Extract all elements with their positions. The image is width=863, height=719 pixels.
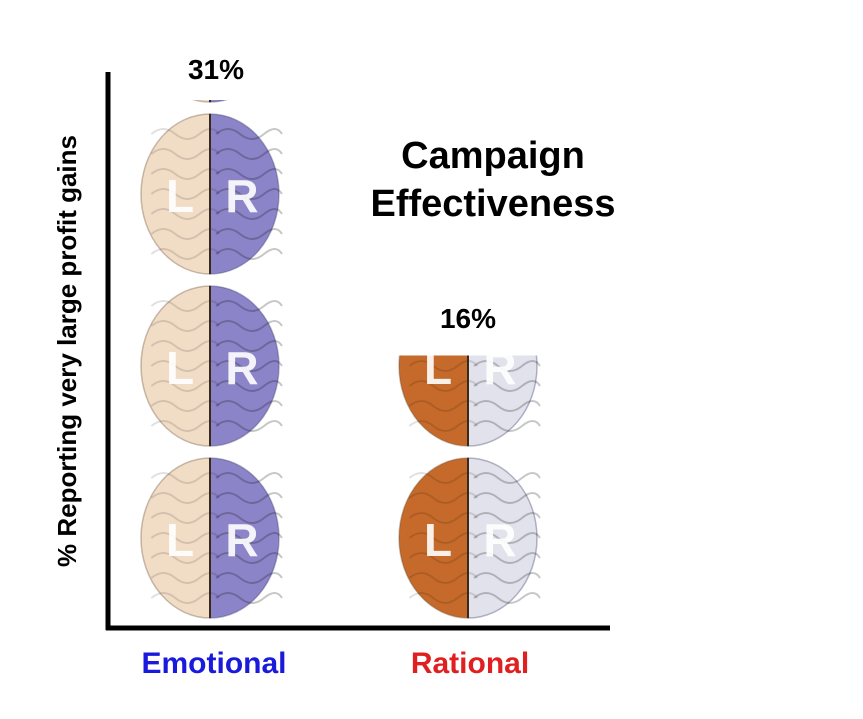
gyri-texture [473,472,541,484]
gyri-texture [215,512,283,524]
gyri-texture [215,360,283,372]
gyri-texture [215,248,283,260]
left-hemisphere [140,457,211,619]
bars-group: L RL RL RL RL RL R [140,0,541,619]
gyri-texture [473,552,541,564]
left-hemisphere-label: L [166,514,194,566]
gyri-texture [215,320,283,332]
right-hemisphere [209,113,280,275]
bar-rational: L RL R [398,341,541,619]
right-hemisphere-label: R [483,342,516,394]
gyri-texture [473,360,541,372]
gyri-texture [215,420,283,432]
gyri-texture [215,592,283,604]
right-hemisphere [209,100,228,103]
gyri-texture [215,340,283,352]
left-hemisphere [140,113,211,275]
left-hemisphere [398,457,469,619]
y-axis-label: % Reporting very large profit gains [52,135,82,567]
gyri-texture [473,512,541,524]
gyri-texture [474,341,540,351]
category-label-emotional: Emotional [141,647,286,680]
gyri-texture [151,37,219,47]
gyri-texture [215,380,283,392]
left-hemisphere-label: L [166,342,194,394]
left-hemisphere [192,100,211,103]
gyri-texture [216,37,282,47]
gyri-texture [216,17,282,27]
gyri-texture [215,168,283,180]
bar-emotional: L RL RL RL R [140,0,283,619]
gyri-texture [216,0,282,7]
gyri-texture [473,532,541,544]
gyri-texture [409,341,477,351]
left-hemisphere-label: L [166,0,194,50]
gyri-texture [473,592,541,604]
value-label-rational: 16% [440,303,496,334]
gyri-texture [473,492,541,504]
right-hemisphere-label: R [225,0,258,50]
right-hemisphere [209,285,280,447]
gyri-texture [215,128,283,140]
value-label-emotional: 31% [188,54,244,85]
gyri-texture [215,208,283,220]
gyri-texture [215,228,283,240]
gyri-texture [215,400,283,412]
right-hemisphere [467,355,538,447]
gyri-texture [151,0,219,7]
gyri-texture [215,572,283,584]
chart-title-line-1: Campaign [401,135,585,177]
left-hemisphere [140,285,211,447]
left-hemisphere [398,355,469,447]
gyri-texture [215,148,283,160]
gyri-texture [151,17,219,27]
left-hemisphere-label: L [424,514,452,566]
category-label-rational: Rational [411,647,529,680]
gyri-texture [215,492,283,504]
gyri-texture [473,420,541,432]
right-hemisphere-label: R [225,170,258,222]
chart-title-line-2: Effectiveness [370,183,615,225]
gyri-texture [215,188,283,200]
gyri-texture [473,380,541,392]
right-hemisphere-label: R [483,514,516,566]
right-hemisphere-label: R [225,514,258,566]
gyri-texture [215,300,283,312]
gyri-texture [215,552,283,564]
left-hemisphere-label: L [424,342,452,394]
gyri-texture [473,400,541,412]
gyri-texture [473,572,541,584]
gyri-texture [215,472,283,484]
right-hemisphere [209,457,280,619]
left-hemisphere-label: L [166,170,194,222]
right-hemisphere [467,457,538,619]
right-hemisphere-label: R [225,342,258,394]
gyri-texture [215,532,283,544]
